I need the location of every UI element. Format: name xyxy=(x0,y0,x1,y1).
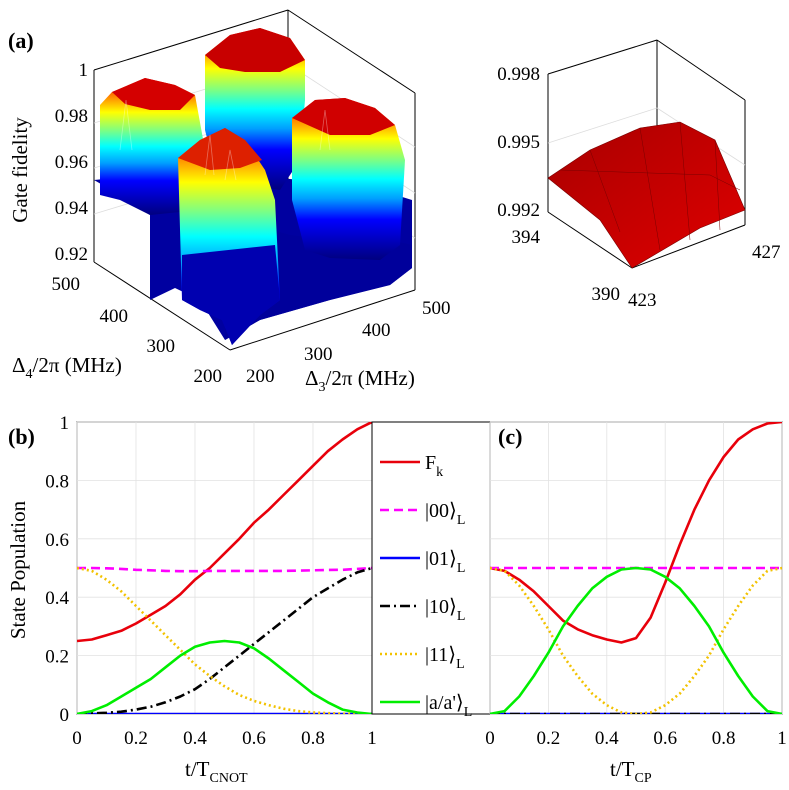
a-ztick: 1 xyxy=(79,60,89,81)
series-line xyxy=(490,566,782,714)
c-xlabel: t/TCP xyxy=(610,757,652,786)
x-tick-label: 0.8 xyxy=(301,728,325,749)
panel-a-zticks: 1 0.98 0.96 0.94 0.92 xyxy=(55,60,89,265)
series-line xyxy=(490,422,782,644)
x-tick-label: 0 xyxy=(485,728,495,749)
legend-label: |01⟩L xyxy=(425,548,465,576)
inset-surface xyxy=(547,121,746,269)
peak-right-top xyxy=(292,98,395,135)
legend-label: |00⟩L xyxy=(425,500,465,528)
y-tick-label: 0.6 xyxy=(45,530,69,551)
legend-label: |10⟩L xyxy=(425,596,465,624)
peak-back-left-top xyxy=(112,78,195,110)
inset-xtick: 390 xyxy=(592,284,621,305)
inset-ztick: 0.995 xyxy=(497,132,540,153)
panel-c-plot xyxy=(490,422,782,714)
panel-a-yticks: 200 300 400 500 xyxy=(246,298,451,387)
y-tick-label: 0.4 xyxy=(45,588,69,609)
a-ztick: 0.98 xyxy=(55,106,88,127)
a-xtick: 400 xyxy=(100,306,129,327)
legend: Fk |00⟩L |01⟩L |10⟩L |11⟩L |a/a'⟩L xyxy=(371,421,491,720)
a-xtick: 300 xyxy=(147,336,176,357)
panel-b-label: (b) xyxy=(8,424,35,449)
a-zlabel: Gate fidelity xyxy=(8,117,32,223)
legend-label: Fk xyxy=(425,452,443,480)
panel-b-xticks: 0 0.2 0.4 0.6 0.8 1 xyxy=(72,728,377,749)
x-tick-label: 1 xyxy=(777,728,787,749)
series-line xyxy=(77,639,372,714)
peak-right xyxy=(292,98,405,260)
x-tick-label: 0.4 xyxy=(183,728,207,749)
series-line xyxy=(77,566,372,714)
x-tick-label: 0.6 xyxy=(242,728,266,749)
series-line xyxy=(77,566,372,573)
inset-ztick: 0.998 xyxy=(497,64,540,85)
y-tick-label: 0.2 xyxy=(45,647,69,668)
panel-a-label: (a) xyxy=(8,28,34,53)
a-ytick: 500 xyxy=(422,298,451,319)
a-ztick: 0.94 xyxy=(55,198,89,219)
y-tick-label: 1 xyxy=(60,413,70,434)
inset-ytick: 423 xyxy=(628,290,657,311)
x-tick-label: 0 xyxy=(72,728,82,749)
series-line xyxy=(77,566,372,714)
a-ztick: 0.96 xyxy=(55,152,88,173)
x-tick-label: 0.2 xyxy=(124,728,148,749)
panel-c-label: (c) xyxy=(498,424,522,449)
x-tick-label: 0.4 xyxy=(595,728,619,749)
peak-front-blue xyxy=(182,245,280,345)
panel-c-xticks: 0 0.2 0.4 0.6 0.8 1 xyxy=(485,728,787,749)
inset-ytick: 427 xyxy=(752,242,781,263)
x-tick-label: 0.6 xyxy=(653,728,677,749)
a-ztick: 0.92 xyxy=(55,244,88,265)
peak-back-center-top xyxy=(205,28,305,72)
y-tick-label: 0 xyxy=(60,705,70,726)
fidelity-surface xyxy=(94,28,412,345)
y-tick-label: 0.8 xyxy=(45,471,69,492)
panel-a-inset: 0.998 0.995 0.992 394 390 423 427 xyxy=(497,39,781,311)
a-ylabel: Δ3/2π (MHz) xyxy=(305,366,415,395)
panel-b-plot xyxy=(77,422,372,714)
b-ylabel: State Population xyxy=(6,500,30,639)
a-ytick: 400 xyxy=(362,320,391,341)
panel-c: 0 0.2 0.4 0.6 0.8 1 (c) t/TCP xyxy=(485,421,787,786)
panel-b: 0 0.2 0.4 0.6 0.8 1 0 0.2 0.4 0.6 0.8 1 (b) State … xyxy=(6,413,377,786)
series-line xyxy=(77,422,372,643)
series-line xyxy=(490,566,782,714)
peak-front-top xyxy=(178,128,262,170)
x-tick-label: 1 xyxy=(367,728,377,749)
a-xtick: 500 xyxy=(52,274,81,295)
legend-label: |a/a'⟩L xyxy=(425,692,472,720)
legend-box xyxy=(371,421,491,715)
panel-b-yticks: 0 0.2 0.4 0.6 0.8 1 xyxy=(45,413,69,726)
b-xlabel: t/TCNOT xyxy=(185,757,248,786)
legend-label: |11⟩L xyxy=(425,644,465,672)
inset-ztick: 0.992 xyxy=(497,200,540,221)
x-tick-label: 0.2 xyxy=(537,728,561,749)
x-tick-label: 0.8 xyxy=(712,728,736,749)
a-xlabel: Δ4/2π (MHz) xyxy=(12,353,122,382)
a-ytick: 200 xyxy=(246,366,275,387)
a-xtick: 200 xyxy=(194,366,223,387)
inset-xtick: 394 xyxy=(512,227,541,248)
panel-a-xticks: 500 400 300 200 xyxy=(52,274,223,387)
panel-a: (a) xyxy=(8,9,781,395)
a-ytick: 300 xyxy=(304,344,333,365)
